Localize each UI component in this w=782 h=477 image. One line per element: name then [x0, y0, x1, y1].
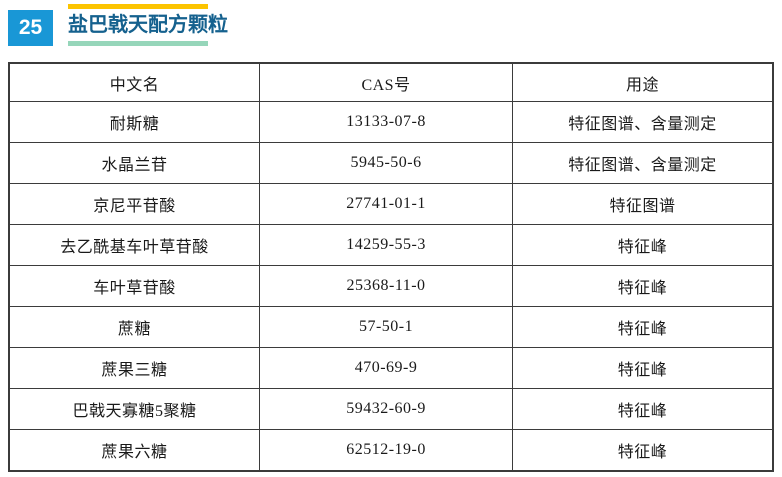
- cell-usage: 特征图谱: [511, 183, 774, 225]
- cell-chinese-name: 水晶兰苷: [8, 142, 261, 184]
- page-number-badge: 25: [8, 10, 53, 46]
- table-row: 车叶草苷酸 25368-11-0 特征峰: [8, 265, 774, 307]
- compound-table: 中文名 CAS号 用途 耐斯糖 13133-07-8 特征图谱、含量测定 水晶兰…: [8, 62, 774, 472]
- cell-chinese-name: 耐斯糖: [8, 101, 261, 143]
- cell-cas-number: 13133-07-8: [259, 101, 513, 143]
- cell-usage: 特征峰: [511, 347, 774, 389]
- table-row: 水晶兰苷 5945-50-6 特征图谱、含量测定: [8, 142, 774, 184]
- cell-chinese-name: 蔗果三糖: [8, 347, 261, 389]
- title-accent-bar-top: [68, 4, 208, 9]
- title-block: 盐巴戟天配方颗粒: [68, 4, 228, 46]
- header-usage: 用途: [511, 62, 774, 102]
- cell-cas-number: 5945-50-6: [259, 142, 513, 184]
- table-row: 去乙酰基车叶草苷酸 14259-55-3 特征峰: [8, 224, 774, 266]
- table-row: 蔗果三糖 470-69-9 特征峰: [8, 347, 774, 389]
- header-chinese-name: 中文名: [8, 62, 261, 102]
- cell-usage: 特征峰: [511, 306, 774, 348]
- page-number: 25: [18, 16, 43, 39]
- page-title: 盐巴戟天配方颗粒: [68, 14, 228, 36]
- cell-chinese-name: 巴戟天寡糖5聚糖: [8, 388, 261, 430]
- cell-chinese-name: 去乙酰基车叶草苷酸: [8, 224, 261, 266]
- cell-cas-number: 14259-55-3: [259, 224, 513, 266]
- cell-cas-number: 59432-60-9: [259, 388, 513, 430]
- cell-cas-number: 27741-01-1: [259, 183, 513, 225]
- cell-cas-number: 25368-11-0: [259, 265, 513, 307]
- table-row: 蔗果六糖 62512-19-0 特征峰: [8, 429, 774, 472]
- table-header-row: 中文名 CAS号 用途: [8, 62, 774, 102]
- table-row: 蔗糖 57-50-1 特征峰: [8, 306, 774, 348]
- table-row: 耐斯糖 13133-07-8 特征图谱、含量测定: [8, 101, 774, 143]
- cell-usage: 特征峰: [511, 265, 774, 307]
- cell-usage: 特征峰: [511, 429, 774, 472]
- cell-chinese-name: 蔗果六糖: [8, 429, 261, 472]
- cell-cas-number: 62512-19-0: [259, 429, 513, 472]
- cell-usage: 特征峰: [511, 388, 774, 430]
- cell-usage: 特征图谱、含量测定: [511, 101, 774, 143]
- cell-chinese-name: 车叶草苷酸: [8, 265, 261, 307]
- table-row: 京尼平苷酸 27741-01-1 特征图谱: [8, 183, 774, 225]
- title-accent-bar-bottom: [68, 41, 208, 46]
- cell-chinese-name: 蔗糖: [8, 306, 261, 348]
- cell-usage: 特征峰: [511, 224, 774, 266]
- header-cas-number: CAS号: [259, 62, 513, 102]
- table-row: 巴戟天寡糖5聚糖 59432-60-9 特征峰: [8, 388, 774, 430]
- cell-usage: 特征图谱、含量测定: [511, 142, 774, 184]
- cell-cas-number: 57-50-1: [259, 306, 513, 348]
- cell-chinese-name: 京尼平苷酸: [8, 183, 261, 225]
- cell-cas-number: 470-69-9: [259, 347, 513, 389]
